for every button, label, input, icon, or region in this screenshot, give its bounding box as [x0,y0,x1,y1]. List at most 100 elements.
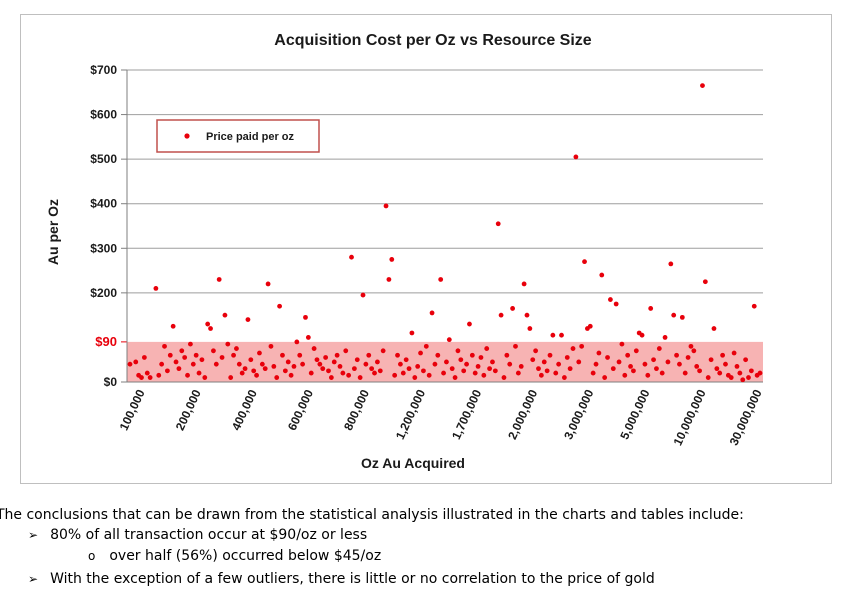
data-point [467,321,472,327]
data-point [337,364,343,369]
arrow-bullet-icon: ➢ [28,528,39,542]
data-point [472,370,478,376]
data-point [656,346,662,351]
data-point [495,221,501,227]
data-point [351,366,357,372]
data-point [518,364,524,369]
data-point [372,370,377,376]
data-point [708,357,714,363]
data-point [481,372,487,378]
data-point [211,348,216,354]
data-point [222,312,228,318]
data-point [674,352,679,358]
data-point [280,352,285,358]
data-point [179,348,185,354]
data-point [159,361,165,367]
data-point [127,361,133,367]
data-point [625,352,631,358]
data-point [685,355,691,360]
data-point [610,366,616,372]
data-point [193,352,199,358]
data-point [582,259,587,265]
data-point [400,370,406,376]
data-point [458,357,464,363]
data-point [291,364,297,369]
data-point [449,366,455,372]
data-point [314,357,320,363]
data-point [746,375,751,380]
data-point [308,370,314,376]
data-point [688,343,694,349]
data-point [654,366,659,372]
data-point [377,368,383,374]
data-point [579,343,585,349]
data-point [311,346,317,351]
data-point [438,277,444,282]
data-point [288,372,294,378]
data-point [544,368,550,374]
data-point [190,361,196,367]
data-point [415,364,421,369]
data-point [357,375,363,380]
data-point [452,375,458,380]
data-point [567,366,573,372]
data-point [446,337,452,343]
data-point [254,372,259,378]
data-point [196,370,202,376]
data-point [469,352,475,358]
data-point [559,332,564,338]
data-point [521,281,527,287]
data-point [536,366,541,372]
data-point [225,341,231,347]
data-point [389,257,395,262]
y-tick-label: $500 [90,152,117,166]
data-point [631,368,636,374]
data-point [538,372,544,378]
data-point [369,366,375,372]
x-tick-label: 1,200,000 [393,387,428,442]
x-tick-label: 100,000 [117,387,148,433]
notes-bullet-1-sub: o over half (56%) occurred below $45/oz [88,546,381,566]
data-point [711,326,717,331]
x-tick-label: 30,000,000 [727,387,765,448]
data-point [642,361,648,367]
x-tick-label: 2,000,000 [505,387,540,442]
data-point [455,348,461,354]
data-point [144,370,150,376]
data-point [426,372,432,378]
data-point [248,357,254,363]
data-point [671,312,677,318]
data-point [605,355,610,360]
data-point [234,346,239,351]
data-point [550,332,556,338]
data-point [475,364,481,369]
data-point [743,357,749,363]
data-point [561,375,567,380]
data-point [702,279,708,285]
notes-bullet-2-text: With the exception of a few outliers, th… [50,571,655,587]
arrow-bullet-icon: ➢ [28,572,39,586]
data-point [757,370,763,376]
data-point [285,359,291,365]
data-point [490,359,495,365]
data-point [386,277,392,282]
data-point [182,355,188,360]
data-point [714,366,720,372]
data-point [556,361,562,367]
data-point [346,372,352,378]
data-point [705,375,711,380]
data-point [645,372,651,378]
data-point [651,357,656,363]
chart-title: Acquisition Cost per Oz vs Resource Size [274,32,592,49]
notes-bullet-1: ➢ 80% of all transaction occur at $90/oz … [28,525,367,545]
data-point [501,375,507,380]
data-point [564,355,570,360]
data-point [662,335,668,340]
data-point [547,352,553,358]
data-point [677,361,682,367]
data-point [570,346,576,351]
data-point [162,343,167,349]
data-point [432,361,438,367]
data-point [633,348,639,354]
data-point [334,352,340,358]
